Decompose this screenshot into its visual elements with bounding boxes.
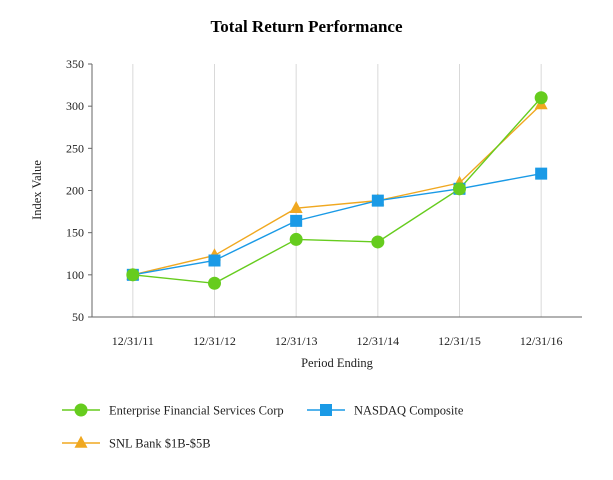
grid-lines bbox=[132, 64, 542, 317]
y-tick-labels: 50 100 150 200 250 300 350 bbox=[66, 57, 92, 324]
y-tick-label: 100 bbox=[66, 268, 84, 282]
x-tick-label: 12/31/11 bbox=[112, 334, 154, 348]
data-point-square bbox=[290, 214, 303, 227]
x-tick-label: 12/31/13 bbox=[275, 334, 318, 348]
y-tick-label: 150 bbox=[66, 226, 84, 240]
legend-item: Enterprise Financial Services Corp bbox=[62, 403, 284, 418]
legend-label: SNL Bank $1B-$5B bbox=[109, 437, 211, 451]
x-tick-labels: 12/31/11 12/31/12 12/31/13 12/31/14 12/31/15… bbox=[112, 334, 563, 348]
x-tick-label: 12/31/16 bbox=[520, 334, 563, 348]
series-layer bbox=[126, 91, 548, 290]
x-tick-label: 12/31/14 bbox=[356, 334, 399, 348]
series-line-square bbox=[132, 172, 542, 276]
legend-item: SNL Bank $1B-$5B bbox=[62, 435, 211, 451]
legend-label: NASDAQ Composite bbox=[354, 404, 464, 418]
data-point-circle bbox=[534, 91, 548, 105]
data-point-circle bbox=[453, 182, 466, 196]
legend-item: NASDAQ Composite bbox=[307, 404, 464, 418]
legend: Enterprise Financial Services Corp NASDAQ… bbox=[62, 403, 464, 451]
x-tick-label: 12/31/15 bbox=[438, 334, 481, 348]
y-axis-label: Index Value bbox=[30, 160, 44, 220]
x-tick-label: 12/31/12 bbox=[193, 334, 236, 348]
y-tick-label: 350 bbox=[66, 57, 84, 71]
y-tick-label: 300 bbox=[66, 99, 84, 113]
data-point-square bbox=[535, 167, 548, 180]
data-point-circle bbox=[289, 232, 303, 246]
series-line-circle bbox=[132, 97, 542, 284]
y-tick-label: 50 bbox=[72, 310, 84, 324]
chart-title: Total Return Performance bbox=[211, 17, 403, 36]
y-tick-label: 250 bbox=[66, 141, 84, 155]
data-point-square bbox=[371, 194, 384, 207]
legend-marker-square bbox=[320, 404, 332, 416]
y-tick-label: 200 bbox=[66, 184, 84, 198]
data-point-square bbox=[208, 254, 221, 267]
legend-label: Enterprise Financial Services Corp bbox=[109, 404, 284, 418]
legend-marker-circle bbox=[74, 403, 88, 417]
series-line-triangle bbox=[132, 103, 542, 276]
x-axis-label: Period Ending bbox=[301, 356, 374, 370]
data-point-triangle bbox=[289, 201, 303, 214]
legend-marker-triangle bbox=[74, 435, 88, 448]
data-point-circle bbox=[126, 268, 140, 282]
data-point-circle bbox=[208, 276, 221, 290]
data-point-circle bbox=[371, 235, 385, 249]
